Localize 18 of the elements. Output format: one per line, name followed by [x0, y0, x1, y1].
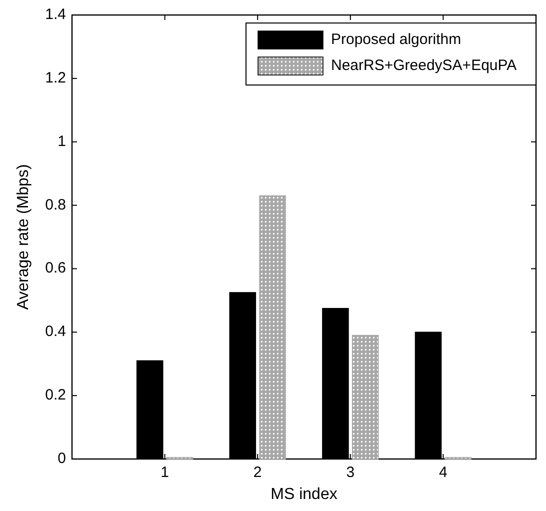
x-tick-label: 1 — [160, 464, 169, 481]
y-tick-label: 0.6 — [45, 260, 66, 277]
legend-label: NearRS+GreedySA+EquPA — [331, 56, 517, 74]
y-tick-label: 1.4 — [45, 6, 66, 23]
x-tick-label: 4 — [439, 464, 448, 481]
y-tick-label: 0.2 — [45, 386, 66, 404]
y-tick-label: 0.4 — [45, 323, 66, 340]
y-tick-label: 0.8 — [45, 196, 66, 214]
bar — [259, 195, 286, 460]
y-tick-label: 0 — [58, 450, 66, 467]
y-tick-label: 1 — [58, 132, 66, 150]
y-tick-label: 1.2 — [45, 69, 66, 86]
x-axis-title: MS index — [270, 486, 338, 503]
y-axis-title: Average rate (Mbps) — [15, 164, 32, 310]
x-tick-label: 2 — [253, 464, 262, 481]
bar — [352, 334, 379, 460]
x-tick-label: 3 — [346, 464, 355, 481]
legend-label: Proposed algorithm — [331, 30, 462, 48]
